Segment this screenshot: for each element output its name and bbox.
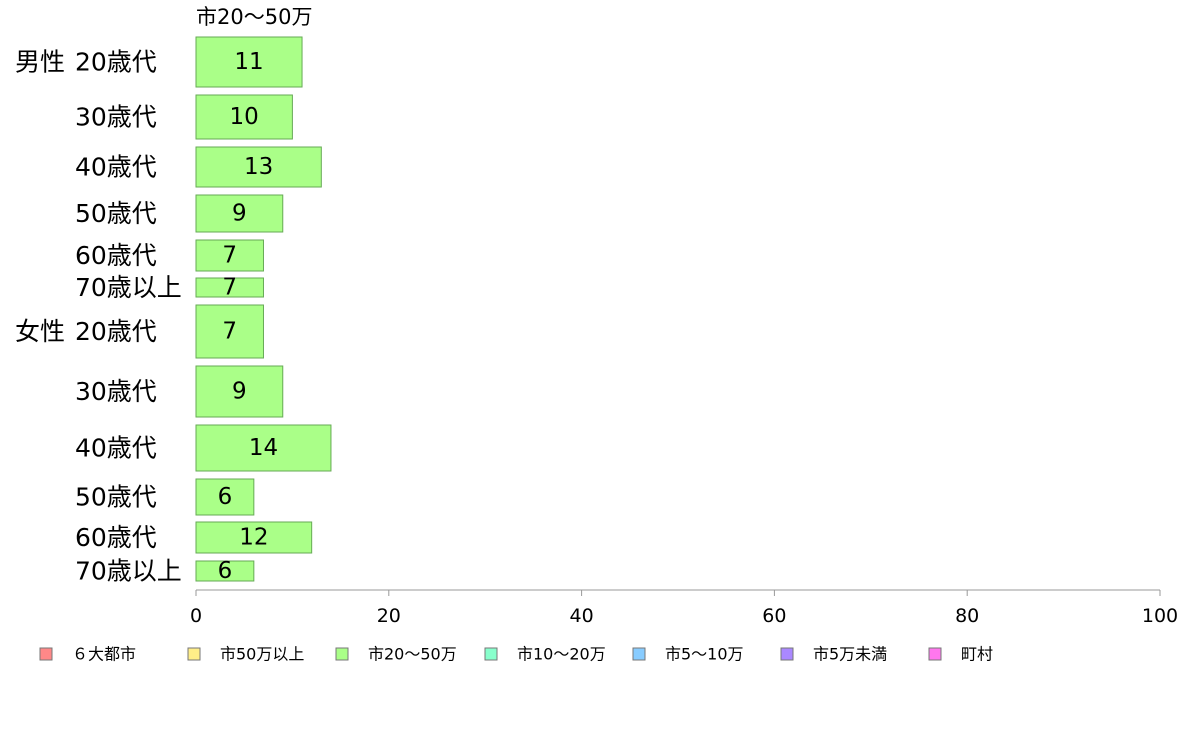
row-label: 30歳代 xyxy=(75,103,157,132)
bar-10 xyxy=(195,521,313,554)
group-label: 女性 xyxy=(15,317,65,346)
bar-value-label: 9 xyxy=(232,201,247,227)
legend-swatch xyxy=(780,647,794,661)
legend-swatch xyxy=(632,647,646,661)
row-label: 20歳代 xyxy=(75,317,157,346)
bar-3 xyxy=(195,194,284,233)
bar-5 xyxy=(195,277,264,298)
bar-2 xyxy=(195,146,322,188)
row-label: 70歳以上 xyxy=(75,557,182,586)
legend-label: 市5～10万 xyxy=(665,645,744,664)
row-label: 30歳代 xyxy=(75,377,157,406)
x-tick-label: 0 xyxy=(190,605,202,627)
row-label: 60歳代 xyxy=(75,523,157,552)
row-label: 40歳代 xyxy=(75,434,157,463)
bar-value-label: 6 xyxy=(218,484,233,510)
legend-label: 町村 xyxy=(961,645,993,664)
legend-swatch xyxy=(335,647,349,661)
x-tick-label: 20 xyxy=(377,605,401,627)
bar-value-label: 12 xyxy=(239,525,268,551)
x-axis: 0 20 40 60 80 100 xyxy=(190,589,1178,627)
bar-value-label: 13 xyxy=(244,154,273,180)
bar-value-label: 7 xyxy=(222,243,237,269)
row-label: 70歳以上 xyxy=(75,273,182,302)
bar-value-label: 10 xyxy=(230,104,259,130)
row-label: 60歳代 xyxy=(75,241,157,270)
bar-value-label: 7 xyxy=(222,275,237,301)
bar-7 xyxy=(195,365,284,418)
legend-swatch xyxy=(39,647,53,661)
x-tick-label: 40 xyxy=(570,605,594,627)
x-tick-label: 100 xyxy=(1142,605,1178,627)
series-heading: 市20～50万 xyxy=(196,5,312,29)
bar-value-label: 7 xyxy=(222,319,237,345)
legend-label: 市50万以上 xyxy=(220,645,304,664)
legend-label: 市20～50万 xyxy=(368,645,457,664)
legend-label: ６大都市 xyxy=(72,645,136,664)
bar-0 xyxy=(195,36,303,88)
x-tick-label: 60 xyxy=(762,605,786,627)
bar-6 xyxy=(195,304,264,359)
bar-8 xyxy=(195,424,332,472)
bar-value-label: 11 xyxy=(234,49,263,75)
row-label: 50歳代 xyxy=(75,199,157,228)
row-label: 50歳代 xyxy=(75,483,157,512)
row-label: 20歳代 xyxy=(75,48,157,77)
legend-swatch xyxy=(187,647,201,661)
row-label: 40歳代 xyxy=(75,153,157,182)
legend-label: 市10～20万 xyxy=(517,645,606,664)
legend-label: 市5万未満 xyxy=(813,645,887,664)
bar-4 xyxy=(195,239,264,272)
legend: ６大都市 市50万以上 市20～50万 市10～20万 市5～10万 市5万未満 町村 xyxy=(39,645,993,664)
legend-swatch xyxy=(928,647,942,661)
group-label: 男性 xyxy=(15,48,65,77)
bar-value-label: 14 xyxy=(249,435,278,461)
bar-1 xyxy=(195,94,293,140)
bar-value-label: 6 xyxy=(218,558,233,584)
bar-value-label: 9 xyxy=(232,379,247,405)
x-tick-label: 80 xyxy=(955,605,979,627)
bar-9 xyxy=(195,478,255,516)
legend-swatch xyxy=(484,647,498,661)
bar-11 xyxy=(195,560,255,582)
